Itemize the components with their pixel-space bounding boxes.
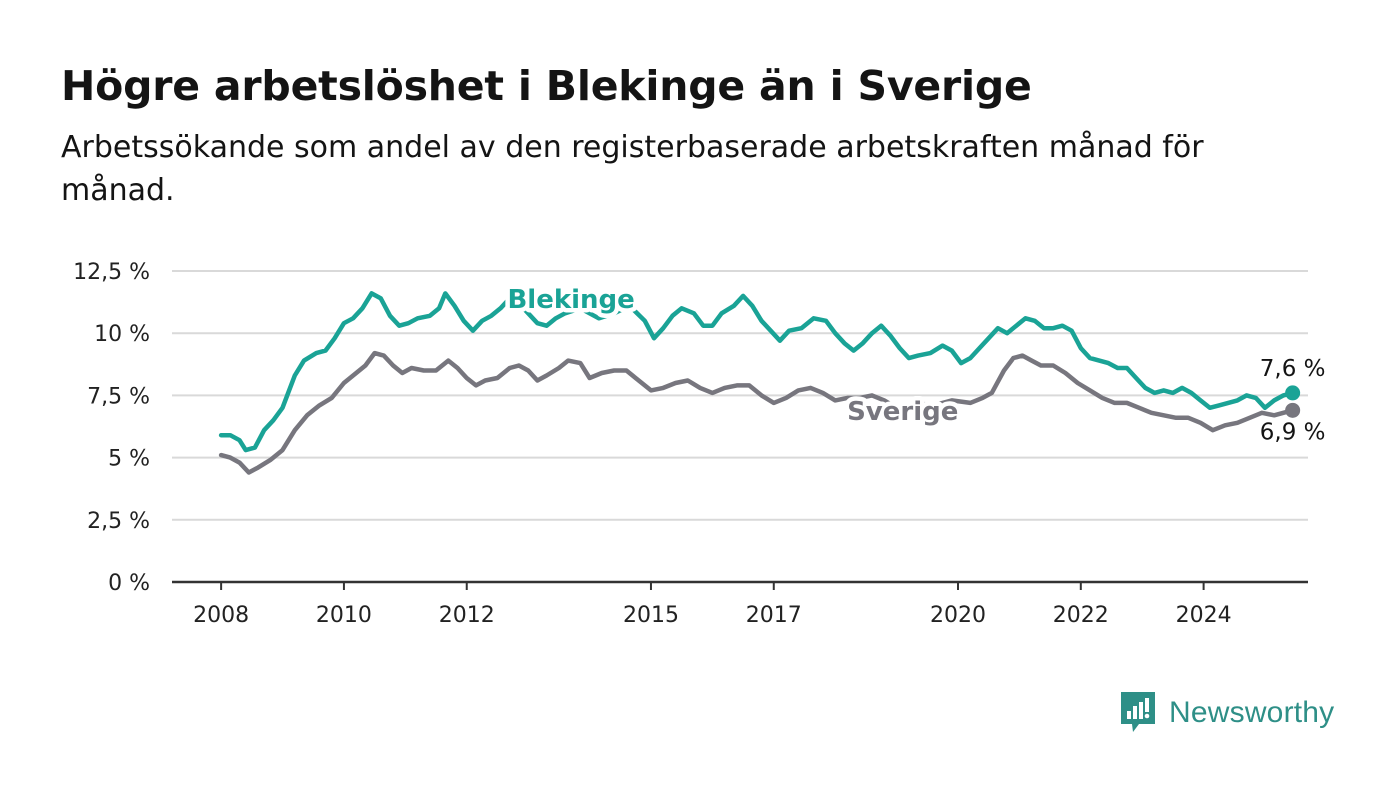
x-tick-label: 2020 [930,603,986,628]
y-tick-label: 0 % [108,571,150,596]
y-tick-label: 7,5 % [87,384,150,409]
gridlines [172,270,1308,521]
chart-title: Högre arbetslöshet i Blekinge än i Sveri… [61,62,1032,110]
end-point-blekinge [1285,385,1301,401]
x-tick-label: 2022 [1053,603,1109,628]
brand-logo: Newsworthy [1119,690,1334,736]
x-tick-label: 2017 [746,603,802,628]
x-tick-label: 2010 [316,603,372,628]
series-line-blekinge [218,291,1295,453]
chart-subtitle: Arbetssökande som andel av den registerb… [61,130,1204,208]
series-label-blekinge: Blekinge [507,285,634,315]
x-tick-label: 2012 [439,603,495,628]
x-tick-label: 2015 [623,603,679,628]
y-axis: 0 % 2,5 % 5 % 7,5 % 10 % 12,5 % [73,260,150,596]
y-tick-label: 10 % [94,322,150,347]
end-value-sverige: 6,9 % [1260,419,1326,445]
series-lines [218,291,1301,475]
newsworthy-logo-icon [1121,692,1155,732]
series-label-sverige-halo: Sverige [847,397,958,427]
series-label-blekinge-halo: Blekinge [507,285,634,315]
x-axis: 2008 2010 2012 2015 2017 2020 2022 2024 [172,580,1308,628]
x-tick-label: 2008 [193,603,249,628]
series-label-sverige: Sverige [847,397,958,427]
end-value-blekinge: 7,6 % [1260,356,1326,382]
end-point-sverige [1285,402,1301,418]
brand-name: Newsworthy [1169,696,1335,729]
line-chart: 0 %2,5 %5 %7,5 %10 %12,5 % 2008 2010 2012 2… [73,260,1326,628]
series-line-sverige [218,350,1295,475]
y-tick-label: 5 % [108,447,150,472]
y-tick-label: 2,5 % [87,509,150,534]
y-tick-label: 12,5 % [73,260,150,285]
x-tick-label: 2024 [1176,603,1232,628]
